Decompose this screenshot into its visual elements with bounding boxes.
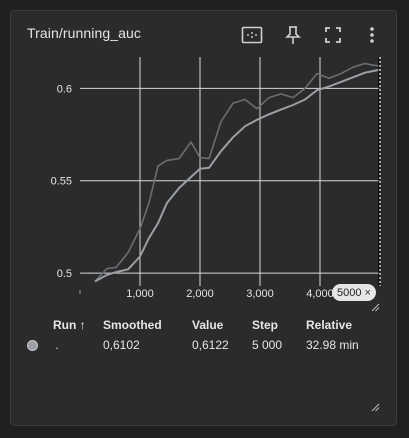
column-header-value[interactable]: Value xyxy=(192,318,224,332)
card-resize-handle-icon[interactable] xyxy=(371,403,380,412)
column-header-relative[interactable]: Relative xyxy=(306,318,353,332)
smoothed-series-line xyxy=(94,68,381,283)
pin-icon xyxy=(285,26,301,44)
step-chip[interactable]: 5000 × xyxy=(332,284,376,301)
line-chart[interactable]: 1,000 2,000 3,000 4,000 0.5 0.55 0.6 xyxy=(11,11,398,311)
y-tick-label: 0.6 xyxy=(57,83,72,95)
x-tick-label: 1,000 xyxy=(126,288,154,300)
pin-button[interactable] xyxy=(281,23,305,47)
fullscreen-icon xyxy=(325,27,341,43)
card-title: Train/running_auc xyxy=(27,25,142,41)
chart-resize-handle-icon[interactable] xyxy=(371,303,380,312)
step-value: 5 000 xyxy=(252,338,283,352)
run-name: . xyxy=(55,338,59,352)
more-vert-icon xyxy=(370,27,374,43)
table-row: . 0,6102 0,6122 5 000 32.98 min xyxy=(27,334,376,356)
column-header-smoothed[interactable]: Smoothed xyxy=(103,318,162,332)
smoothed-value: 0,6102 xyxy=(103,338,140,352)
fullscreen-button[interactable] xyxy=(321,23,345,47)
step-chip-label: 5000 xyxy=(337,286,362,299)
raw-series-line xyxy=(94,62,381,282)
column-header-run[interactable]: Run ↑ xyxy=(53,318,86,332)
x-tick-label: 3,000 xyxy=(246,288,274,300)
y-tick-label: 0.5 xyxy=(57,268,72,280)
more-options-button[interactable] xyxy=(360,23,384,47)
raw-value: 0,6122 xyxy=(192,338,229,352)
table-header-row: Run ↑ Smoothed Value Step Relative xyxy=(27,316,376,334)
x-tick-label: 2,000 xyxy=(186,288,214,300)
close-icon[interactable]: × xyxy=(364,286,371,299)
x-tick-label: 4,000 xyxy=(306,288,334,300)
column-header-step[interactable]: Step xyxy=(252,318,279,332)
y-tick-label: 0.55 xyxy=(51,176,72,188)
relative-time: 32.98 min xyxy=(306,338,359,352)
fit-domain-icon xyxy=(241,26,263,44)
scalar-card: Train/running_auc 1,000 2,000 3,000 4,000 0.… xyxy=(10,10,397,426)
runs-table: Run ↑ Smoothed Value Step Relative . 0,6… xyxy=(27,316,376,356)
run-cell: . xyxy=(27,334,103,356)
run-color-dot-icon xyxy=(27,340,38,352)
fit-domain-button[interactable] xyxy=(240,23,264,47)
